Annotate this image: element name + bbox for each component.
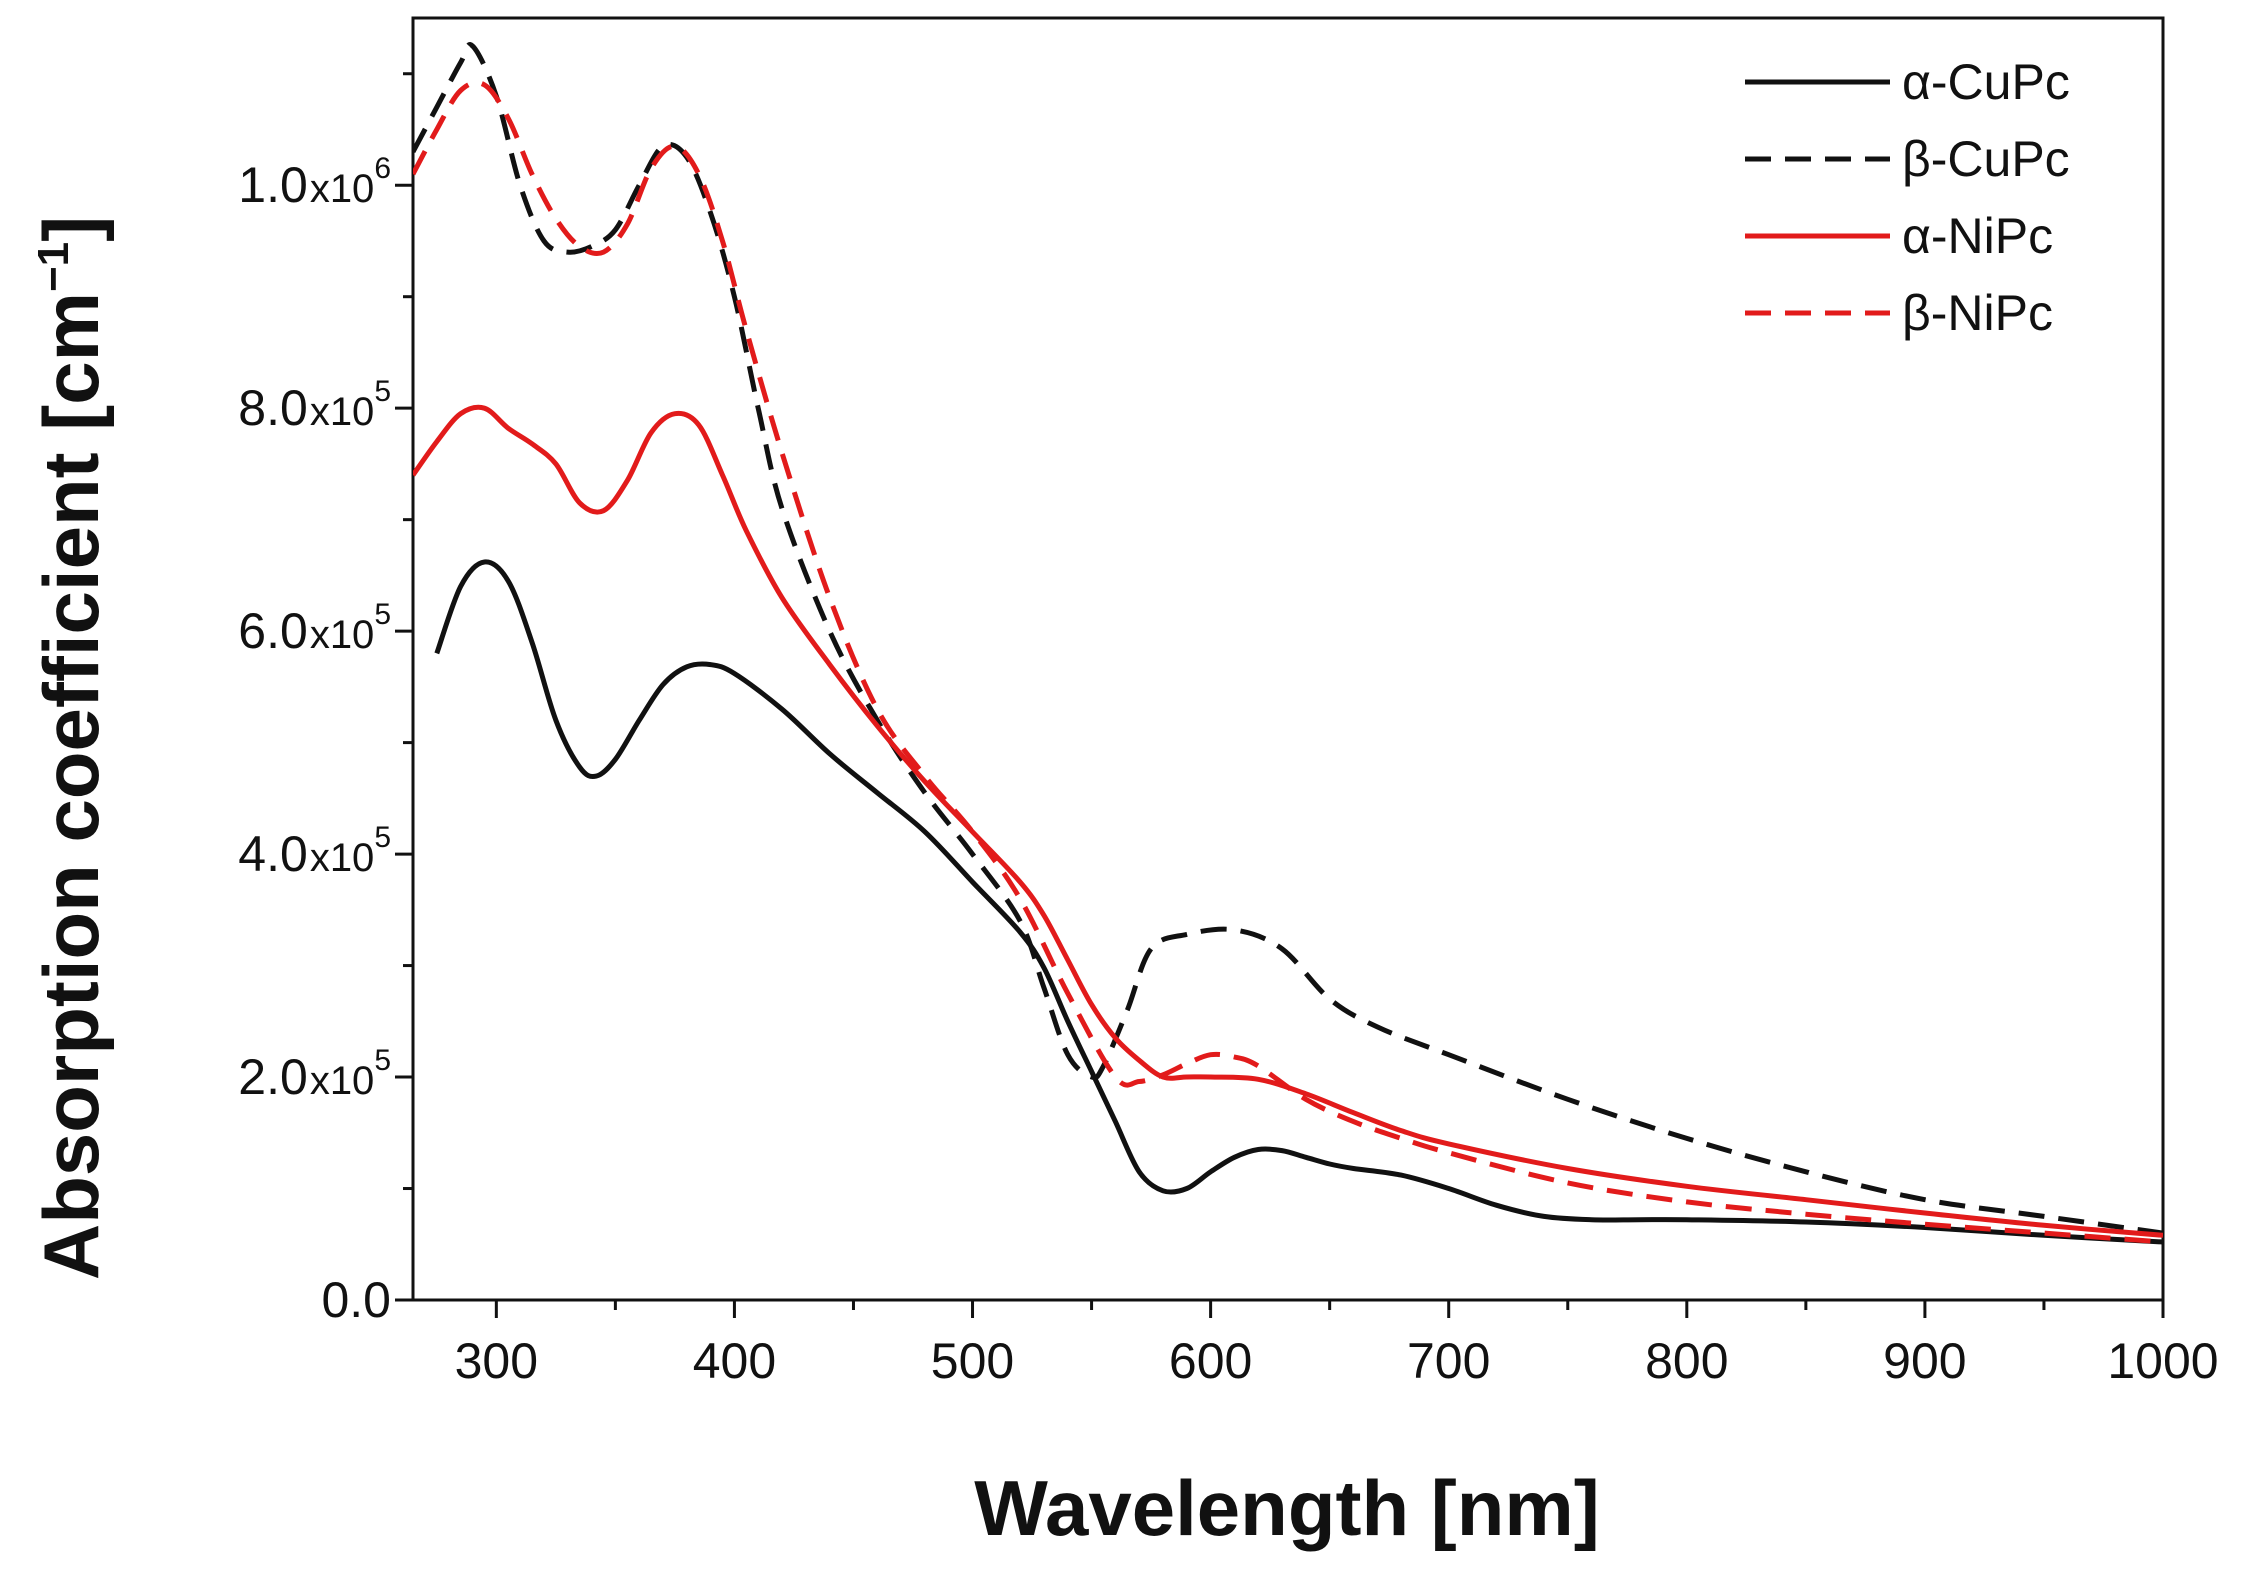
y-tick-base: x10 — [310, 167, 375, 211]
y-tick-label: 1.0x106 — [238, 152, 391, 213]
plot-frame — [411, 16, 2165, 1302]
series-layer — [413, 42, 2163, 1245]
y-tick-label: 4.0x105 — [238, 821, 391, 882]
y-tick-mantissa: 1.0 — [238, 157, 308, 213]
y-tick-exponent: 5 — [374, 821, 391, 854]
y-tick-base: x10 — [310, 613, 375, 657]
x-tick-label: 600 — [1169, 1333, 1252, 1389]
x-tick-label: 1000 — [2107, 1333, 2218, 1389]
plot-area — [411, 16, 2165, 1302]
series-line-3 — [413, 404, 2163, 1238]
legend-label: α-CuPc — [1902, 54, 2070, 110]
y-tick-exponent: 6 — [374, 152, 391, 185]
y-tick-exponent: 5 — [374, 598, 391, 631]
series-line-4 — [413, 80, 2163, 1245]
series-line-2 — [413, 42, 2163, 1236]
y-tick-base: x10 — [310, 390, 375, 434]
y-tick-mantissa: 0.0 — [321, 1272, 391, 1328]
y-tick-mantissa: 2.0 — [238, 1049, 308, 1105]
x-tick-label: 900 — [1883, 1333, 1966, 1389]
y-axis-title-close: ] — [27, 216, 115, 242]
y-tick-mantissa: 4.0 — [238, 826, 308, 882]
legend: α-CuPc β-CuPc α-NiPc β-NiPc — [1745, 54, 2070, 341]
y-tick-label: 6.0x105 — [238, 598, 391, 659]
legend-label: β-CuPc — [1902, 131, 2070, 187]
x-axis: 300 400 500 600 700 800 900 1000 — [455, 1300, 2219, 1389]
legend-label: β-NiPc — [1902, 285, 2053, 341]
x-tick-label: 300 — [455, 1333, 538, 1389]
x-axis-title: Wavelength [nm] — [974, 1464, 1599, 1552]
y-tick-exponent: 5 — [374, 375, 391, 408]
y-axis-title-text: Absorption coefficient [cm — [27, 292, 115, 1280]
y-tick-exponent: 5 — [374, 1044, 391, 1077]
x-tick-label: 500 — [931, 1333, 1014, 1389]
y-axis-title: Absorption coefficient [cm−1] — [27, 216, 115, 1280]
y-axis-title-exponent: −1 — [29, 242, 78, 292]
y-tick-mantissa: 8.0 — [238, 380, 308, 436]
y-tick-label: 2.0x105 — [238, 1044, 391, 1105]
y-tick-label: 0.0 — [321, 1272, 391, 1328]
x-tick-label: 800 — [1645, 1333, 1728, 1389]
series-line-1 — [434, 559, 2163, 1245]
y-tick-label: 8.0x105 — [238, 375, 391, 436]
legend-label: α-NiPc — [1902, 208, 2053, 264]
y-tick-base: x10 — [310, 836, 375, 880]
x-tick-label: 700 — [1407, 1333, 1490, 1389]
y-tick-base: x10 — [310, 1059, 375, 1103]
y-tick-mantissa: 6.0 — [238, 603, 308, 659]
x-tick-label: 400 — [693, 1333, 776, 1389]
